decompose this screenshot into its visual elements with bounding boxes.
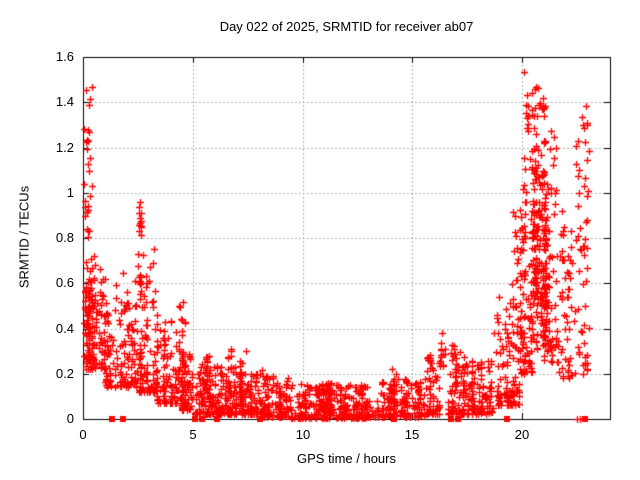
x-tick-label: 5 xyxy=(189,427,197,442)
x-tick-label: 20 xyxy=(514,427,530,442)
chart-title: Day 022 of 2025, SRMTID for receiver ab0… xyxy=(219,19,474,34)
x-tick-label: 15 xyxy=(404,427,420,442)
y-tick-label: 1 xyxy=(66,185,74,200)
y-tick-label: 0.4 xyxy=(55,321,74,336)
x-tick-label: 0 xyxy=(79,427,87,442)
y-tick-label: 1.2 xyxy=(55,140,74,155)
y-tick-label: 1.4 xyxy=(55,94,74,109)
y-tick-label: 0.2 xyxy=(55,366,74,381)
y-tick-label: 1.6 xyxy=(55,49,74,64)
x-tick-label: 10 xyxy=(295,427,311,442)
y-tick-label: 0.8 xyxy=(55,230,74,245)
y-tick-label: 0 xyxy=(66,411,74,426)
x-axis-label: GPS time / hours xyxy=(297,451,396,466)
y-tick-label: 0.6 xyxy=(55,275,74,290)
